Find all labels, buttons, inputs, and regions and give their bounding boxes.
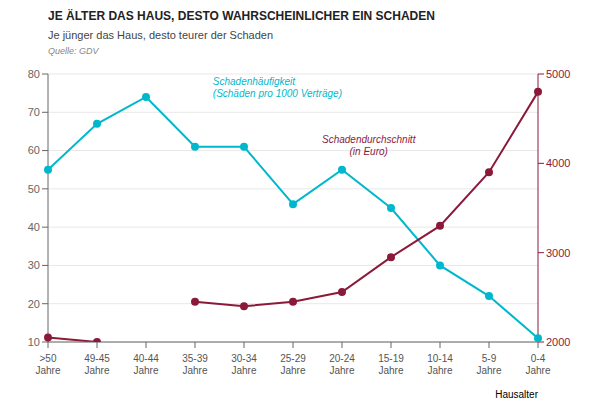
svg-text:70: 70	[28, 106, 40, 118]
svg-text:40: 40	[28, 221, 40, 233]
svg-text:Hausalter: Hausalter	[495, 389, 538, 400]
svg-text:40-44Jahre: 40-44Jahre	[133, 353, 159, 376]
html-text:Je jünger das Haus, desto teur: Je jünger das Haus, desto teurer der Sch…	[48, 29, 273, 41]
svg-text:49-45Jahre: 49-45Jahre	[84, 353, 110, 376]
svg-text:60: 60	[28, 144, 40, 156]
svg-text:25-29Jahre: 25-29Jahre	[280, 353, 306, 376]
svg-text:20-24Jahre: 20-24Jahre	[329, 353, 355, 376]
svg-text:15-19Jahre: 15-19Jahre	[378, 353, 404, 376]
svg-text:0-4Jahre: 0-4Jahre	[525, 353, 550, 376]
svg-text:35-39Jahre: 35-39Jahre	[182, 353, 208, 376]
svg-text:10-14Jahre: 10-14Jahre	[427, 353, 453, 376]
svg-text:2000: 2000	[546, 336, 570, 348]
html-text:Schadendurchschnitt (in Euro): Schadendurchschnitt (in Euro)	[322, 134, 416, 157]
svg-text:5000: 5000	[546, 68, 570, 80]
svg-text:4000: 4000	[546, 157, 570, 169]
svg-text:10: 10	[28, 336, 40, 348]
svg-text:5-9Jahre: 5-9Jahre	[476, 353, 501, 376]
html-text:Schadenhäufigkeit (Schäden pro: Schadenhäufigkeit (Schäden pro 1000 Vert…	[212, 76, 342, 99]
svg-text:30: 30	[28, 259, 40, 271]
svg-text:80: 80	[28, 68, 40, 80]
html-text:JE ÄLTER DAS HAUS, DESTO WAHRS: JE ÄLTER DAS HAUS, DESTO WAHRSCHEINLICHE…	[48, 9, 435, 23]
html-text:Quelle: GDV: Quelle: GDV	[48, 46, 99, 56]
svg-text:3000: 3000	[546, 247, 570, 259]
svg-text:50: 50	[28, 183, 40, 195]
svg-text:>50Jahre: >50Jahre	[35, 353, 60, 376]
svg-text:20: 20	[28, 298, 40, 310]
svg-text:30-34Jahre: 30-34Jahre	[231, 353, 257, 376]
